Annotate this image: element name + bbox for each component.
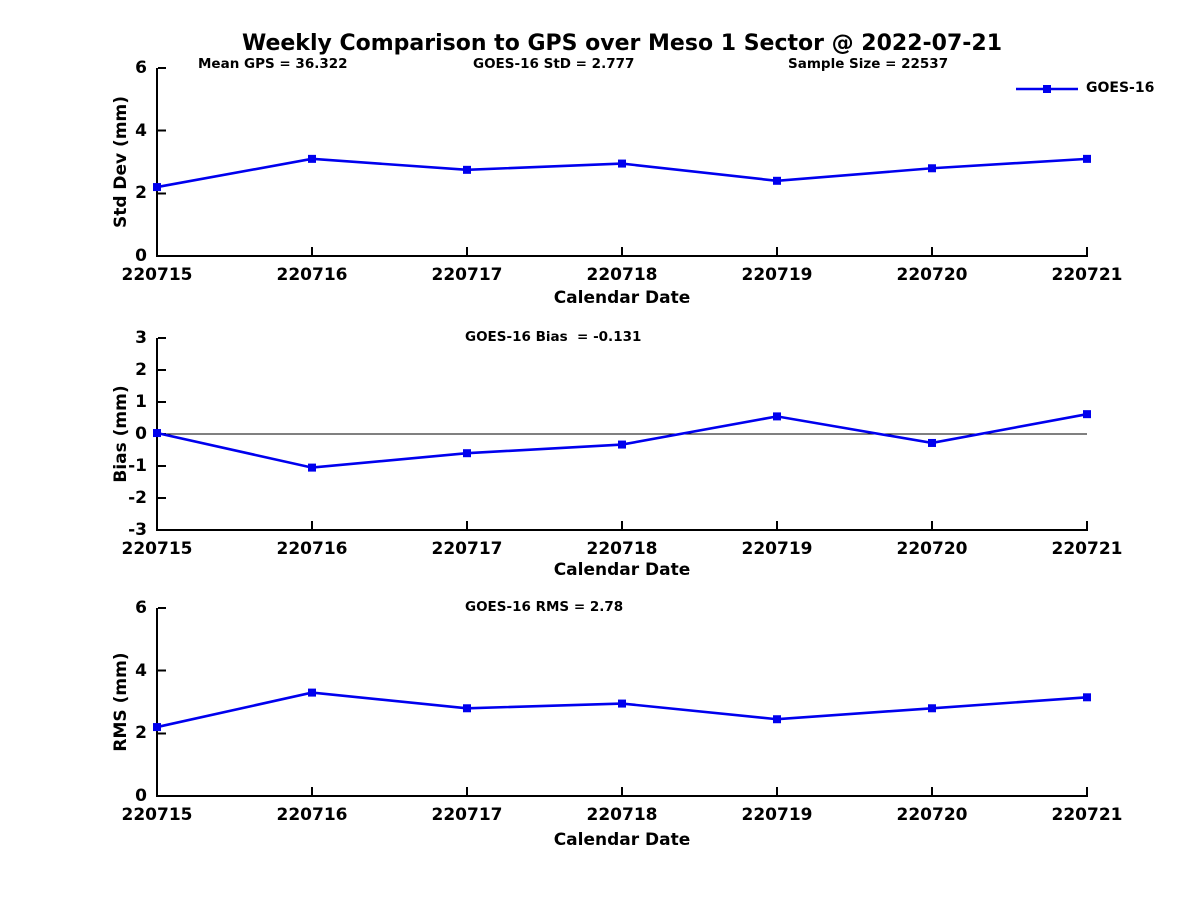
x-tick-label: 220715: [121, 805, 193, 825]
chart-title: Weekly Comparison to GPS over Meso 1 Sec…: [241, 31, 1003, 56]
x-tick-label: 220721: [1051, 805, 1123, 825]
data-point-marker-bias: [308, 463, 316, 472]
x-tick-label: 220720: [896, 805, 968, 825]
x-tick-label: 220719: [741, 265, 813, 285]
y-tick-label: 2: [135, 360, 147, 380]
y-tick-label: 0: [135, 786, 147, 806]
x-tick-label: 220718: [586, 805, 658, 825]
y-tick-label: -1: [128, 456, 147, 476]
legend-marker-icon: [1043, 85, 1051, 93]
y-tick-label: 0: [135, 424, 147, 444]
data-point-marker-rms: [773, 715, 781, 724]
annotation-goes16-bias: GOES-16 Bias = -0.131: [465, 329, 642, 345]
x-axis-label-calendar-date-1: Calendar Date: [553, 288, 691, 308]
x-tick-label: 220716: [276, 805, 348, 825]
data-point-marker-bias: [928, 438, 936, 447]
x-tick-label: 220721: [1051, 539, 1123, 559]
data-point-marker-std-dev: [1083, 154, 1091, 163]
x-tick-label: 220721: [1051, 265, 1123, 285]
x-tick-label: 220719: [741, 539, 813, 559]
data-point-marker-rms: [463, 704, 471, 713]
data-point-marker-std-dev: [308, 154, 316, 163]
x-tick-label: 220716: [276, 265, 348, 285]
x-tick-label: 220717: [431, 805, 503, 825]
data-point-marker-std-dev: [928, 164, 936, 173]
x-axis-label-calendar-date-2: Calendar Date: [553, 560, 691, 580]
annotation-mean-gps: Mean GPS = 36.322: [198, 56, 348, 72]
x-tick-label: 220719: [741, 805, 813, 825]
x-tick-label: 220717: [431, 265, 503, 285]
data-point-marker-rms: [153, 723, 161, 732]
y-tick-label: -2: [128, 488, 147, 508]
data-point-marker-bias: [153, 429, 161, 438]
data-point-marker-rms: [928, 704, 936, 713]
y-tick-label: 2: [135, 183, 147, 204]
x-tick-label: 220715: [121, 265, 193, 285]
x-tick-label: 220720: [896, 539, 968, 559]
data-point-marker-std-dev: [153, 183, 161, 192]
y-tick-label: 0: [135, 246, 147, 266]
data-point-marker-bias: [618, 440, 626, 449]
legend-label: GOES-16: [1086, 80, 1155, 96]
data-point-marker-bias: [1083, 410, 1091, 419]
x-axis-label-calendar-date-3: Calendar Date: [553, 830, 691, 850]
data-point-marker-rms: [1083, 693, 1091, 702]
series-line-rms: [156, 691, 1088, 729]
data-point-marker-rms: [618, 699, 626, 708]
y-tick-label: 6: [135, 58, 147, 78]
annotation-sample-size: Sample Size = 22537: [788, 56, 949, 72]
y-axis-label-std-dev: Std Dev (mm): [111, 95, 131, 229]
annotation-goes16-std: GOES-16 StD = 2.777: [473, 56, 635, 72]
data-point-marker-std-dev: [618, 159, 626, 168]
y-tick-label: 6: [135, 598, 147, 618]
data-point-marker-bias: [773, 412, 781, 421]
annotation-goes16-rms: GOES-16 RMS = 2.78: [465, 599, 624, 615]
data-point-marker-bias: [463, 449, 471, 458]
x-tick-label: 220717: [431, 539, 503, 559]
data-point-marker-std-dev: [773, 176, 781, 185]
x-tick-label: 220720: [896, 265, 968, 285]
y-tick-label: 3: [135, 328, 147, 348]
x-tick-label: 220718: [586, 539, 658, 559]
y-tick-label: 1: [135, 392, 147, 412]
y-tick-label: 2: [135, 723, 147, 744]
x-tick-label: 220718: [586, 265, 658, 285]
y-tick-label: 4: [135, 120, 147, 141]
y-tick-label: 4: [135, 660, 147, 681]
y-tick-label: -3: [128, 520, 147, 540]
x-tick-label: 220715: [121, 539, 193, 559]
data-point-marker-std-dev: [463, 165, 471, 174]
x-tick-label: 220716: [276, 539, 348, 559]
data-point-marker-rms: [308, 688, 316, 697]
